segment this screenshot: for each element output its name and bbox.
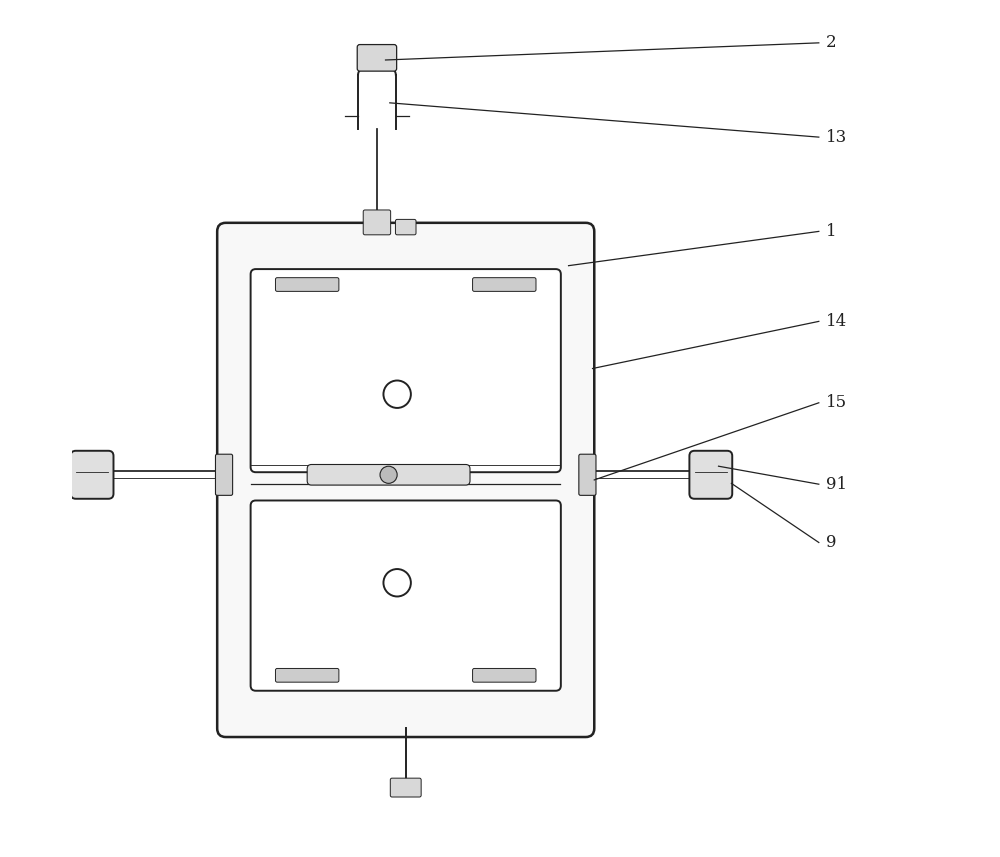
Text: 91: 91 <box>826 476 847 493</box>
FancyBboxPatch shape <box>390 778 421 797</box>
FancyBboxPatch shape <box>473 668 536 682</box>
FancyBboxPatch shape <box>395 219 416 235</box>
FancyBboxPatch shape <box>217 223 594 737</box>
FancyBboxPatch shape <box>71 451 113 499</box>
FancyBboxPatch shape <box>689 451 732 499</box>
Text: 1: 1 <box>826 223 836 240</box>
Circle shape <box>380 466 397 483</box>
Text: 14: 14 <box>826 313 847 330</box>
FancyBboxPatch shape <box>357 45 397 71</box>
FancyBboxPatch shape <box>579 454 596 495</box>
Circle shape <box>383 569 411 596</box>
FancyBboxPatch shape <box>251 269 561 472</box>
Circle shape <box>383 381 411 408</box>
FancyBboxPatch shape <box>307 464 470 485</box>
FancyBboxPatch shape <box>275 668 339 682</box>
Text: 2: 2 <box>826 34 836 51</box>
FancyBboxPatch shape <box>251 500 561 691</box>
FancyBboxPatch shape <box>363 210 391 235</box>
FancyBboxPatch shape <box>473 278 536 291</box>
Text: 15: 15 <box>826 394 847 411</box>
FancyBboxPatch shape <box>275 278 339 291</box>
FancyBboxPatch shape <box>215 454 233 495</box>
Text: 9: 9 <box>826 534 836 551</box>
Text: 13: 13 <box>826 129 847 146</box>
